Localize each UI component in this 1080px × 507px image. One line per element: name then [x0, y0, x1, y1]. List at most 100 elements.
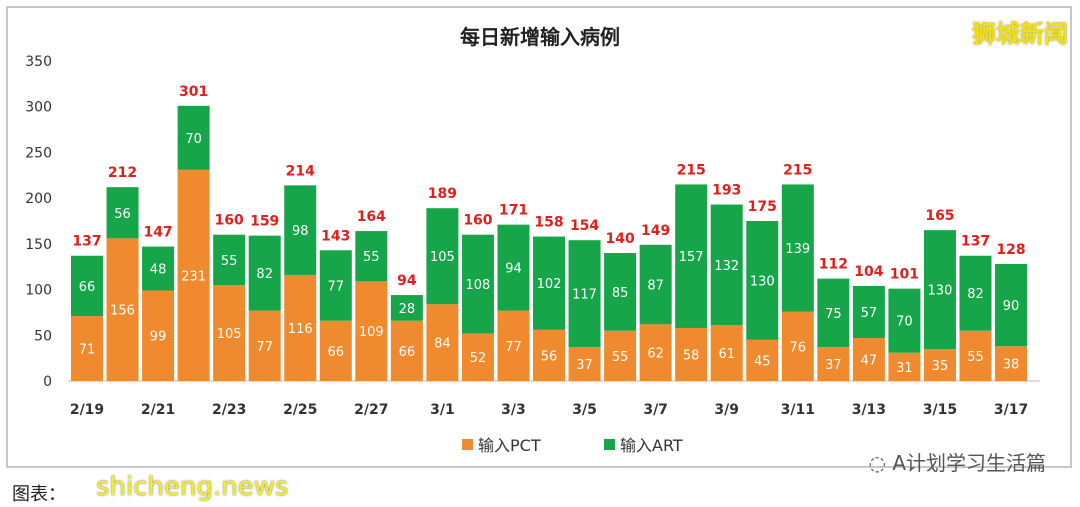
total-value-label: 212 — [108, 165, 137, 181]
bar-art — [497, 224, 530, 311]
total-value-label: 154 — [570, 218, 599, 234]
bar-pct — [817, 347, 850, 381]
bar-art — [959, 255, 992, 331]
x-tick-label: 3/13 — [852, 402, 886, 418]
bar-pct — [248, 310, 281, 381]
art-value-label: 130 — [750, 274, 775, 289]
bar-art — [675, 184, 708, 328]
legend-label: 输入ART — [620, 436, 683, 455]
wechat-icon: ◌ — [868, 451, 893, 475]
total-value-label: 158 — [534, 215, 563, 231]
total-value-label: 164 — [357, 209, 386, 225]
x-tick-label: 2/19 — [70, 402, 104, 418]
brand-logo-text: 狮城新闻 — [972, 20, 1068, 48]
bar-pct — [568, 347, 601, 381]
total-value-label: 112 — [819, 257, 848, 273]
x-tick-label: 3/5 — [572, 402, 597, 418]
x-tick-label: 3/1 — [430, 402, 455, 418]
bar-pct — [177, 169, 210, 381]
bar-pct — [319, 320, 352, 381]
legend-swatch — [462, 439, 473, 450]
total-value-label: 137 — [961, 234, 990, 250]
pct-value-label: 77 — [505, 340, 522, 355]
total-value-label: 104 — [854, 264, 883, 280]
art-value-label: 55 — [363, 250, 380, 265]
total-value-label: 149 — [641, 223, 670, 239]
y-tick-label: 350 — [25, 54, 52, 70]
account-label: ◌ A计划学习生活篇 — [869, 447, 1047, 476]
x-tick-label: 3/11 — [781, 402, 815, 418]
bar-pct — [390, 320, 423, 381]
pct-value-label: 58 — [683, 348, 700, 363]
bar-pct — [888, 352, 921, 381]
art-value-label: 56 — [114, 207, 131, 222]
bar-pct — [959, 330, 992, 381]
bar-art — [461, 234, 494, 334]
bar-art — [923, 230, 956, 349]
art-value-label: 130 — [928, 284, 953, 299]
caption: 图表： — [12, 484, 66, 505]
pct-value-label: 37 — [825, 358, 842, 373]
bar-art — [248, 235, 281, 311]
art-value-label: 157 — [679, 250, 704, 265]
bar-pct — [710, 325, 743, 381]
art-value-label: 28 — [399, 302, 416, 317]
pct-value-label: 77 — [256, 340, 273, 355]
pct-value-label: 31 — [896, 361, 913, 376]
bar-art — [71, 255, 103, 317]
pct-value-label: 37 — [576, 358, 593, 373]
bar-pct — [461, 333, 494, 381]
pct-value-label: 84 — [434, 337, 451, 352]
x-tick-label: 3/3 — [501, 402, 526, 418]
bar-art — [710, 204, 743, 326]
art-value-label: 105 — [430, 250, 455, 265]
art-value-label: 70 — [896, 315, 913, 330]
bar-pct — [213, 285, 246, 381]
bar-art — [319, 250, 352, 321]
total-value-label: 175 — [748, 199, 777, 215]
total-value-label: 159 — [250, 214, 279, 230]
bar-art — [213, 234, 246, 285]
bar-art — [852, 285, 885, 339]
bar-pct — [675, 327, 708, 381]
bar-art — [888, 288, 921, 353]
bar-art — [746, 221, 779, 340]
bar-art — [639, 244, 672, 325]
watermark: shicheng.news — [96, 472, 289, 502]
pct-value-label: 99 — [150, 330, 167, 345]
art-value-label: 75 — [825, 307, 842, 322]
y-tick-label: 0 — [43, 374, 52, 390]
chart-frame — [6, 6, 1072, 468]
art-value-label: 55 — [221, 254, 238, 269]
y-tick-label: 250 — [25, 145, 52, 161]
pct-value-label: 55 — [612, 350, 629, 365]
pct-value-label: 105 — [217, 327, 242, 342]
bar-art — [355, 231, 388, 282]
bar-art — [568, 240, 601, 348]
pct-value-label: 47 — [861, 354, 878, 369]
bar-pct — [746, 339, 779, 381]
bar-pct — [852, 338, 885, 381]
legend-label: 输入PCT — [478, 436, 541, 455]
x-tick-label: 2/27 — [354, 402, 388, 418]
art-value-label: 132 — [714, 259, 739, 274]
total-value-label: 143 — [321, 228, 350, 244]
total-value-label: 160 — [463, 213, 492, 229]
legend-swatch — [604, 439, 615, 450]
pct-value-label: 38 — [1003, 358, 1020, 373]
art-value-label: 87 — [647, 279, 664, 294]
y-tick-label: 300 — [25, 100, 52, 116]
art-value-label: 102 — [537, 277, 562, 292]
bar-pct — [604, 330, 637, 381]
art-value-label: 82 — [967, 287, 984, 302]
pct-value-label: 62 — [647, 347, 664, 362]
total-value-label: 215 — [677, 162, 706, 178]
art-value-label: 77 — [328, 279, 345, 294]
total-value-label: 101 — [890, 267, 919, 283]
x-tick-label: 2/21 — [141, 402, 175, 418]
bar-art — [426, 208, 459, 305]
art-value-label: 90 — [1003, 299, 1020, 314]
pct-value-label: 109 — [359, 325, 384, 340]
bar-pct — [355, 281, 388, 381]
pct-value-label: 76 — [790, 340, 807, 355]
